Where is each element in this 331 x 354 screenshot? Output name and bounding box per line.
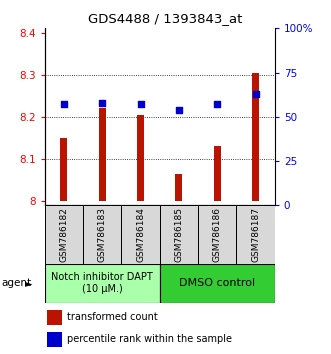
Bar [175, 174, 182, 201]
Text: DMSO control: DMSO control [179, 278, 255, 288]
Text: transformed count: transformed count [67, 312, 158, 322]
Bar [60, 138, 67, 201]
Text: GSM786182: GSM786182 [59, 207, 69, 262]
Point [253, 91, 258, 97]
Bar [198, 205, 236, 264]
Text: GSM786187: GSM786187 [251, 207, 260, 262]
Bar [236, 205, 275, 264]
Bar [121, 205, 160, 264]
Text: GDS4488 / 1393843_at: GDS4488 / 1393843_at [88, 12, 243, 25]
Text: GSM786183: GSM786183 [98, 207, 107, 262]
Bar [252, 73, 259, 201]
Text: ►: ► [25, 278, 33, 288]
Bar [137, 115, 144, 201]
Point [214, 102, 220, 107]
Text: GSM786184: GSM786184 [136, 207, 145, 262]
Bar [160, 264, 275, 303]
Bar [214, 146, 221, 201]
Text: percentile rank within the sample: percentile rank within the sample [67, 335, 232, 344]
Bar [45, 264, 160, 303]
Point [138, 102, 143, 107]
Bar [83, 205, 121, 264]
Text: Notch inhibitor DAPT
(10 μM.): Notch inhibitor DAPT (10 μM.) [51, 272, 153, 294]
Text: agent: agent [2, 278, 32, 288]
Bar [160, 205, 198, 264]
Point [100, 100, 105, 105]
Text: GSM786186: GSM786186 [213, 207, 222, 262]
Text: GSM786185: GSM786185 [174, 207, 183, 262]
Bar [47, 310, 62, 325]
Bar [45, 205, 83, 264]
Bar [99, 108, 106, 201]
Bar [47, 332, 62, 347]
Point [176, 107, 181, 113]
Point [61, 102, 67, 107]
